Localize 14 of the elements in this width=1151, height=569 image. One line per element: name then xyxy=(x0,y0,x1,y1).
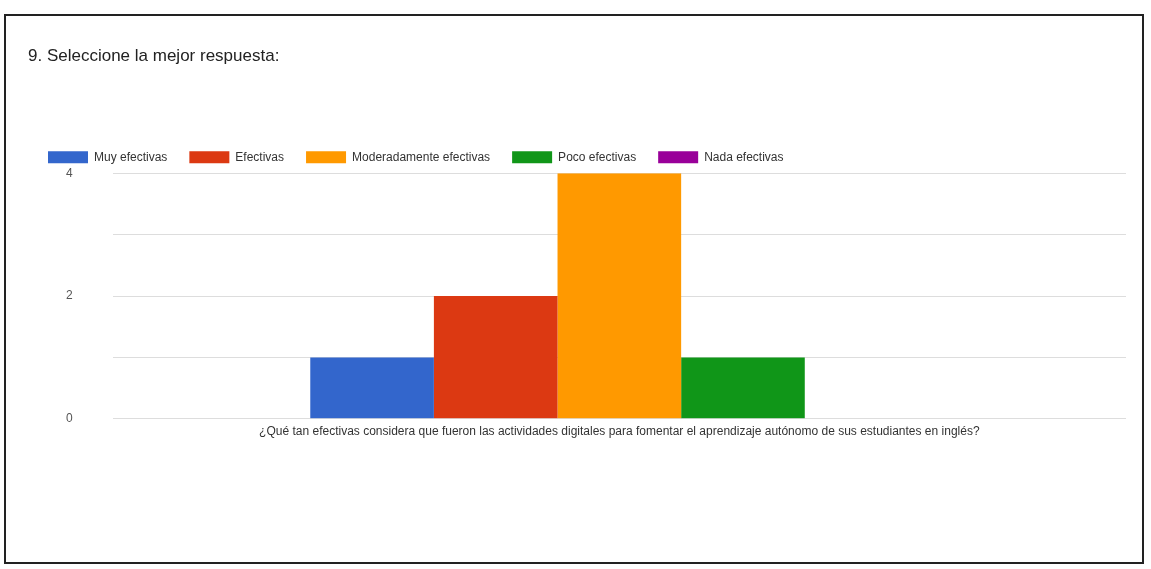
bar xyxy=(557,173,682,419)
bar xyxy=(310,357,434,419)
legend-label: Efectivas xyxy=(235,149,285,164)
y-tick-label: 0 xyxy=(65,411,73,426)
bar xyxy=(433,296,558,419)
legend-label: Muy efectivas xyxy=(94,149,168,164)
y-tick-label: 2 xyxy=(65,288,73,303)
legend-label: Nada efectivas xyxy=(704,149,784,164)
bar xyxy=(681,357,805,419)
legend-label: Moderadamente efectivas xyxy=(352,149,491,164)
chart-title: 9. Seleccione la mejor respuesta: xyxy=(28,46,280,66)
legend-label: Poco efectivas xyxy=(558,149,637,164)
x-tick-label: ¿Qué tan efectivas considera que fueron las actividades digitales para fomentar el aprendizaje autónomo de sus estudiantes en inglés? xyxy=(259,424,980,439)
y-tick-label: 4 xyxy=(65,165,73,180)
